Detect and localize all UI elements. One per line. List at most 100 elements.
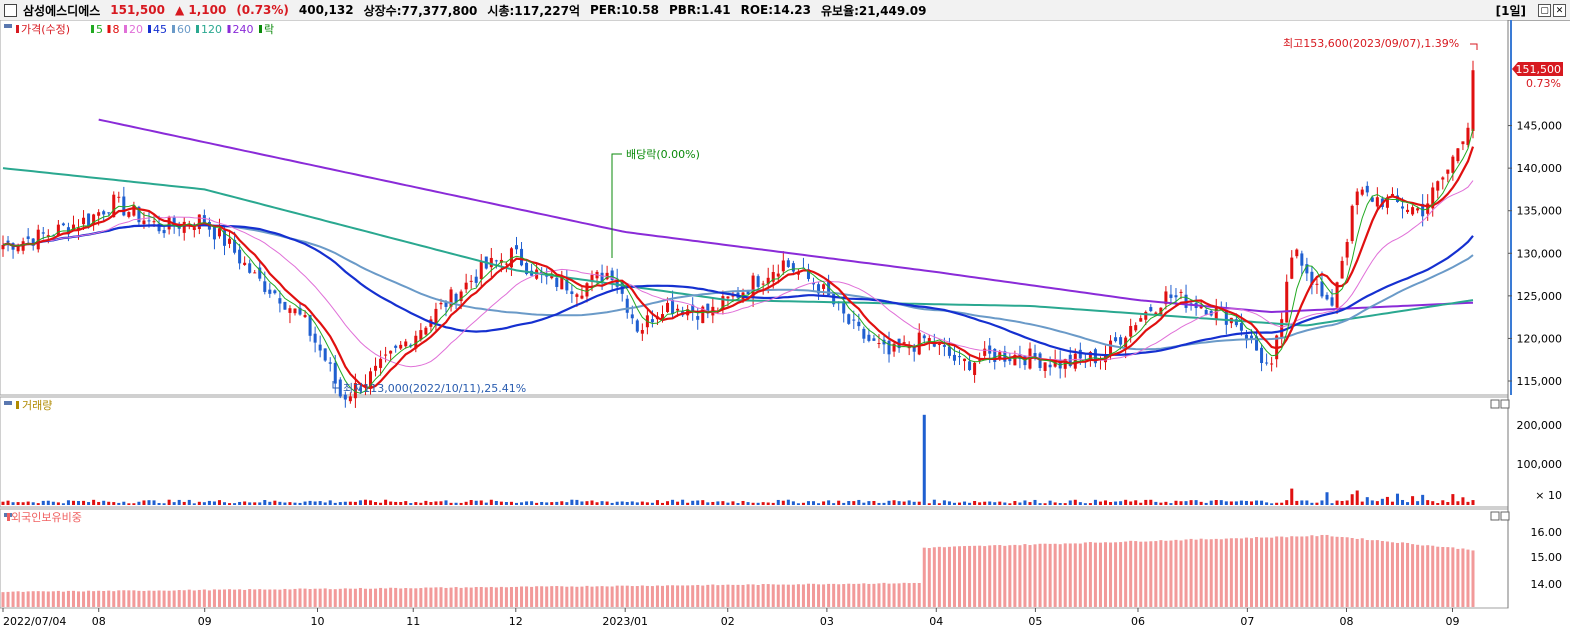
volume-bar (1325, 492, 1329, 505)
candle-body (1406, 209, 1410, 213)
price-tick-label: 120,000 (1517, 332, 1563, 345)
volume-bar (922, 414, 926, 505)
legend-marker-icon (91, 25, 94, 33)
legend-marker-icon (227, 25, 231, 33)
volume-bar (1431, 501, 1435, 505)
candle-body (353, 383, 357, 399)
volume-bar (192, 503, 196, 505)
foreign-ratio-bar (842, 584, 846, 607)
foreign-ratio-bar (1008, 545, 1012, 607)
candle-body (963, 358, 967, 362)
foreign-ratio-bar (333, 589, 337, 607)
foreign-ratio-bar (1058, 544, 1062, 607)
candle-body (56, 224, 60, 236)
foreign-ratio-bar (550, 586, 554, 607)
period-selector[interactable]: [1일] (1495, 4, 1526, 18)
price-tick-label: 135,000 (1517, 205, 1563, 218)
volume-bar (1199, 501, 1203, 505)
volume-bar (308, 500, 312, 505)
x-tick-label: 08 (1340, 615, 1354, 628)
foreign-ratio-bar (313, 588, 317, 607)
volume-bar (615, 501, 619, 505)
foreign-ratio-bar (726, 584, 730, 607)
candle-body (726, 296, 730, 299)
minimize-icon[interactable] (1490, 511, 1500, 521)
dividend-annotation: 배당락(0.00%) (611, 148, 700, 258)
candle-body (1325, 294, 1329, 300)
close-icon[interactable]: ✕ (1553, 4, 1566, 17)
price-tag-shape (1512, 62, 1563, 76)
volume-bar (77, 501, 81, 505)
foreign-ratio-bar (389, 587, 393, 607)
volume-bar (887, 500, 891, 505)
foreign-ratio-bar (509, 587, 513, 607)
candle-body (1265, 362, 1269, 364)
foreign-ratio-bar (46, 591, 50, 607)
candle-body (912, 345, 916, 352)
candle-body (791, 263, 795, 272)
foreign-ratio-bar (1209, 539, 1213, 607)
foreign-ratio-bar (1234, 538, 1238, 607)
candle-body (1355, 191, 1359, 206)
candle-body (1239, 323, 1243, 331)
volume-bar (907, 500, 911, 505)
minimize-icon[interactable] (1490, 399, 1500, 409)
candle-body (1134, 325, 1138, 331)
candle-body (570, 291, 574, 295)
foreign-ratio-bar (1003, 545, 1007, 607)
volume-bar (781, 500, 785, 505)
foreign-ratio-bar (1043, 543, 1047, 607)
candle-body (630, 314, 634, 319)
volume-bar (1335, 500, 1339, 505)
volume-bar (1159, 502, 1163, 505)
stock-chart[interactable]: 가격(수정) 5 8 20 45 60 120 240 락 거래량 외국인보유비중 145,00… (0, 20, 1570, 629)
candle-body (117, 196, 121, 198)
foreign-ratio-bar (796, 584, 800, 607)
volume-bar (1033, 499, 1037, 505)
legend-item-label: 5 (96, 23, 103, 36)
foreign-ratio-bar (751, 584, 755, 607)
foreign-ratio-bar (1300, 536, 1304, 607)
candle-body (1446, 169, 1450, 174)
foreign-ratio-bar (1078, 543, 1082, 607)
volume-panel[interactable] (0, 396, 1509, 508)
legend-marker-icon (172, 25, 175, 33)
volume-bar (197, 501, 201, 505)
legend-item-label: 120 (201, 23, 222, 36)
maximize-icon[interactable] (1500, 511, 1510, 521)
foreign-ratio-bar (1345, 537, 1349, 607)
foreign-ratio-bar (87, 590, 91, 607)
stock-name[interactable]: 삼성에스디에스 (23, 3, 101, 18)
volume-bar (912, 501, 916, 505)
candle-body (1063, 358, 1067, 369)
foreign-ratio-bar (812, 583, 816, 607)
volume-bar (1471, 500, 1475, 505)
checkbox[interactable] (4, 3, 17, 17)
candle-body (197, 214, 201, 230)
candle-body (323, 348, 327, 361)
candle-body (217, 228, 221, 237)
foreign-ratio-bar (650, 586, 654, 607)
foreign-ratio-bar (36, 591, 40, 607)
maximize-icon[interactable]: ▢ (1538, 4, 1551, 17)
volume-bar (681, 499, 685, 505)
volume-bar (358, 500, 362, 505)
volume-bar (701, 500, 705, 505)
candle-body (1385, 197, 1389, 208)
foreign-ratio-bar (932, 547, 936, 607)
foreign-tick: 15.00 (1531, 551, 1563, 564)
volume-bar (917, 501, 921, 505)
foreign-ratio-bar (348, 588, 352, 607)
volume-bar (937, 503, 941, 505)
y-axis-scrollbar[interactable] (1510, 20, 1512, 395)
candle-body (590, 274, 594, 282)
volume-bar (862, 502, 866, 505)
volume-bar (318, 501, 322, 505)
volume-bar (117, 502, 121, 505)
foreign-tick: 14.00 (1531, 578, 1563, 591)
foreign-ratio-bar (363, 588, 367, 607)
candle-body (82, 217, 86, 225)
maximize-icon[interactable] (1500, 399, 1510, 409)
volume-bar (394, 501, 398, 505)
candle-body (952, 354, 956, 361)
